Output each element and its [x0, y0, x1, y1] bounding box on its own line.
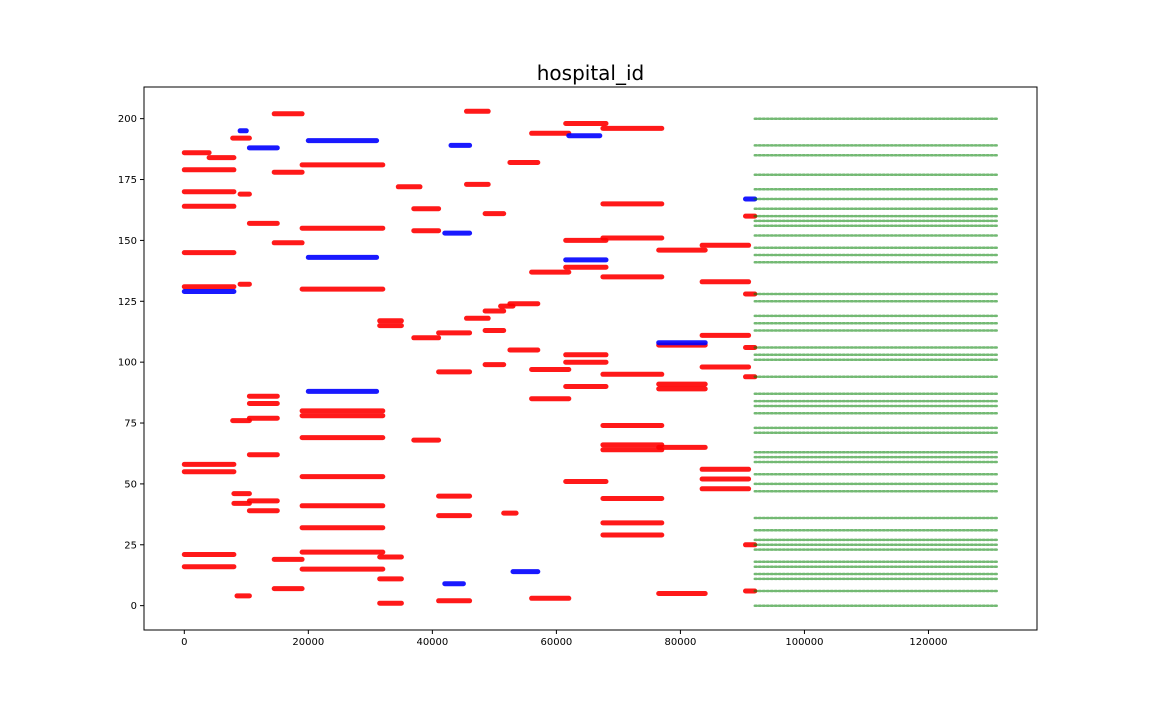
x-tick-label: 20000	[292, 637, 324, 648]
x-tick-label: 60000	[540, 637, 572, 648]
y-tick-label: 0	[131, 601, 137, 612]
plot-frame	[143, 86, 1038, 631]
x-tick-label: 0	[181, 637, 187, 648]
series-0	[181, 108, 758, 606]
chart-title: hospital_id	[537, 61, 645, 85]
y-tick-label: 25	[124, 540, 137, 551]
x-tick-label: 80000	[665, 637, 697, 648]
x-tick-label: 120000	[909, 637, 947, 648]
y-axis-ticks: 0 25 50 75 100 125 150 175 200	[118, 114, 144, 612]
data-marks	[181, 108, 998, 607]
y-tick-label: 175	[118, 175, 137, 186]
x-tick-label: 40000	[416, 637, 448, 648]
y-tick-label: 125	[118, 297, 137, 308]
y-tick-label: 200	[118, 114, 137, 125]
y-tick-label: 100	[118, 358, 137, 369]
series-2	[753, 117, 998, 607]
y-tick-label: 50	[124, 479, 137, 490]
y-tick-label: 150	[118, 236, 137, 247]
x-axis-ticks: 0 20000 40000 60000 80000 100000 120000	[181, 630, 948, 648]
y-tick-label: 75	[124, 419, 137, 430]
x-tick-label: 100000	[785, 637, 823, 648]
series-1	[181, 128, 758, 587]
